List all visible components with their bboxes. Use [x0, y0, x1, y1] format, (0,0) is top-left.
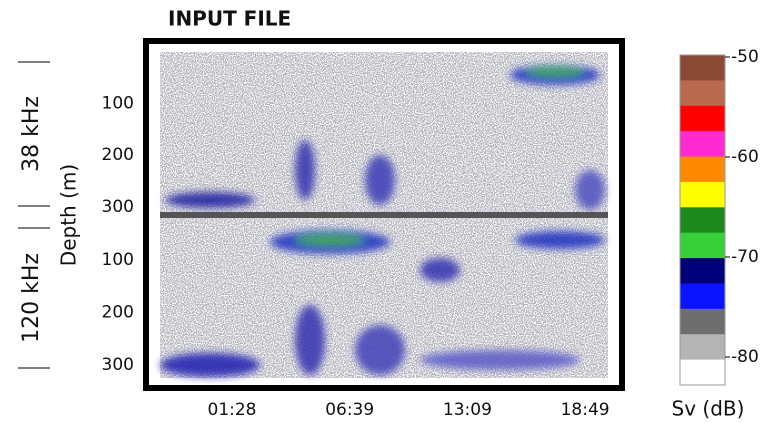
x-tick-label: 06:39: [325, 400, 374, 420]
colorbar-swatch: [680, 207, 725, 234]
colorbar-frame: [679, 54, 726, 386]
colorbar-swatch: [680, 308, 725, 335]
panel-label: 38 kHz: [19, 96, 44, 172]
colorbar-swatch: [680, 258, 725, 284]
colorbar-tick-label: -70: [731, 247, 759, 267]
colorbar-swatch: [680, 283, 725, 310]
x-tick-label: 13:09: [443, 400, 492, 420]
panel-label: 120 kHz: [19, 253, 44, 343]
x-tick-label: 01:28: [208, 400, 257, 420]
colorbar-swatch: [680, 156, 725, 183]
y-tick-label: 100: [102, 250, 134, 270]
colorbar-swatch: [680, 80, 725, 107]
colorbar-swatch: [680, 232, 725, 259]
colorbar-tick-label: -50: [731, 47, 759, 67]
colorbar-tick-label: -80: [731, 347, 759, 367]
colorbar-swatch: [680, 181, 725, 208]
colorbar-tick-label: -60: [731, 147, 759, 167]
y-tick-label: 300: [102, 197, 134, 217]
colorbar-swatch: [680, 105, 725, 132]
colorbar-swatch: [680, 359, 725, 386]
y-tick-label: 200: [102, 302, 134, 322]
echogram: [143, 38, 625, 391]
y-tick-label: 300: [102, 355, 134, 375]
colorbar-swatch: [680, 131, 725, 158]
colorbar-label: Sv (dB): [672, 397, 745, 421]
x-tick-label: 18:49: [561, 400, 610, 420]
y-tick-label: 100: [102, 94, 134, 114]
y-axis-label: Depth (m): [57, 164, 81, 266]
y-tick-label: 200: [102, 145, 134, 165]
colorbar-swatch: [680, 55, 725, 81]
colorbar-swatch: [680, 334, 725, 361]
title: INPUT FILE: [168, 7, 291, 31]
